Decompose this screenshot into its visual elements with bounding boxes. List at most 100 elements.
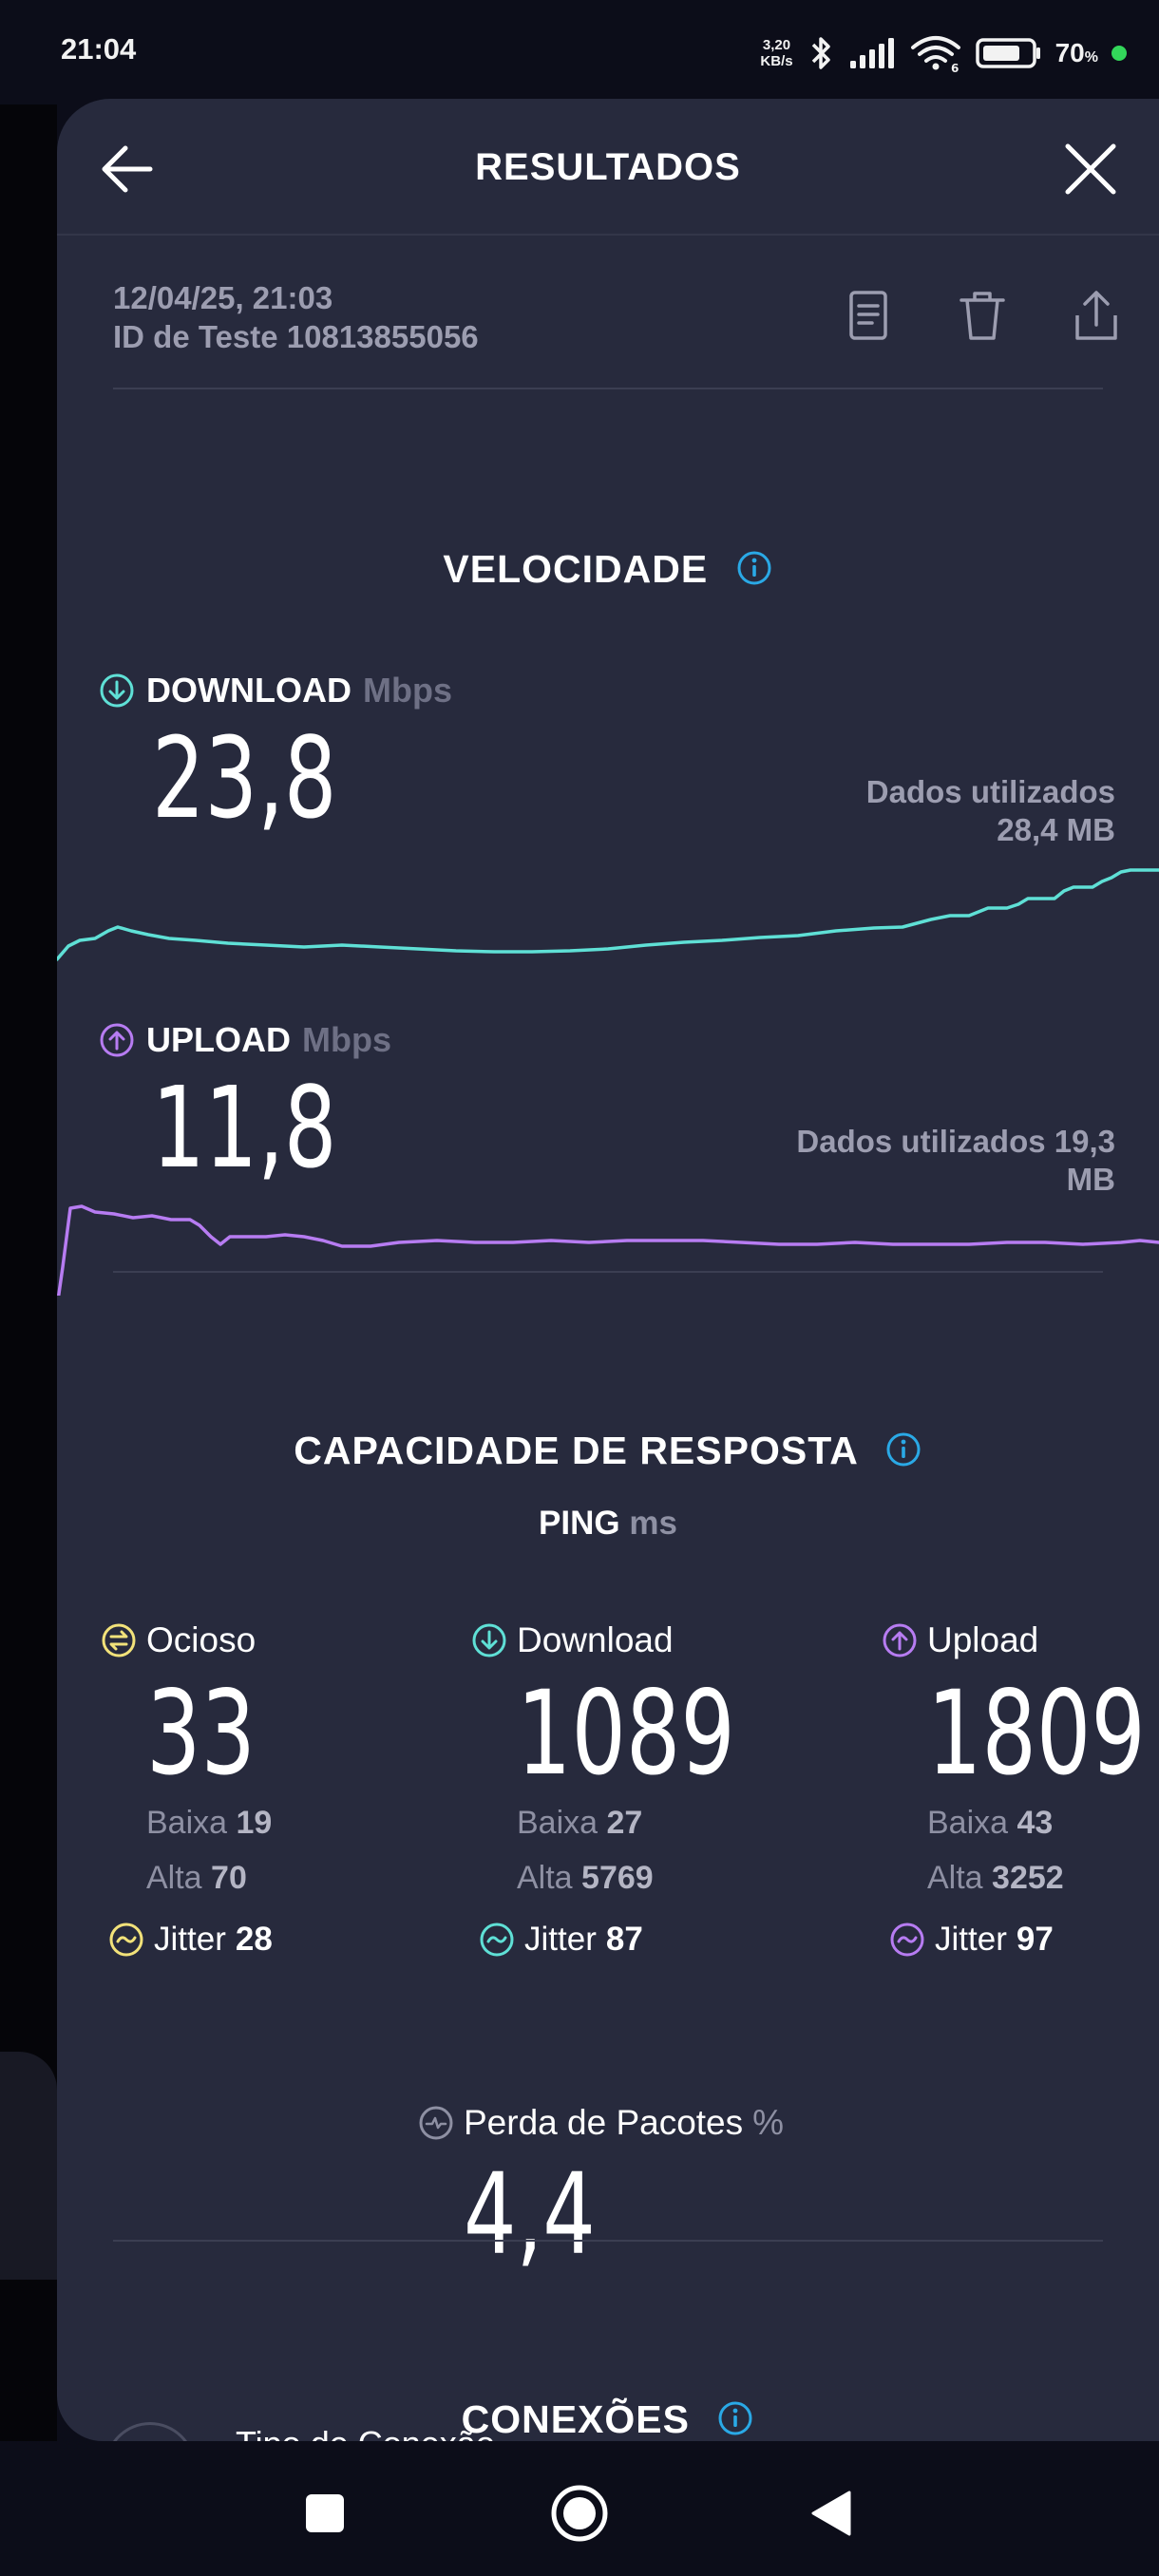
wifi-6-icon: 6 bbox=[910, 36, 960, 74]
info-icon[interactable] bbox=[735, 549, 773, 587]
upload-value: 11,8 bbox=[152, 1062, 337, 1193]
ping-upload-jitter-label: Jitter bbox=[935, 1921, 1007, 1958]
ping-idle-low-value: 19 bbox=[236, 1805, 273, 1841]
details-document-icon[interactable] bbox=[838, 285, 899, 346]
ping-download-high-value: 5769 bbox=[581, 1860, 654, 1896]
upload-unit: Mbps bbox=[302, 1020, 391, 1059]
packet-loss-icon bbox=[419, 2106, 453, 2140]
upload-label: UPLOAD Mbps bbox=[99, 1020, 391, 1060]
download-arrow-icon bbox=[100, 673, 134, 708]
battery-value: 70 bbox=[1054, 38, 1085, 67]
jitter-icon bbox=[109, 1923, 143, 1957]
battery-icon bbox=[975, 38, 1040, 68]
upload-graph-line bbox=[57, 1204, 1159, 1296]
ping-download-high: Alta 5769 bbox=[517, 1860, 654, 1897]
ping-download-low-value: 27 bbox=[606, 1805, 643, 1841]
recents-square-icon[interactable] bbox=[304, 2492, 346, 2534]
ping-idle-high-value: 70 bbox=[211, 1860, 247, 1896]
responsiveness-section-title: CAPACIDADE DE RESPOSTA bbox=[57, 1429, 1159, 1473]
ping-idle-jitter-value: 28 bbox=[235, 1921, 273, 1958]
packet-loss-label-text: Perda de Pacotes bbox=[464, 2103, 744, 2142]
ping-unit: ms bbox=[629, 1505, 677, 1542]
network-speed-unit: KB/s bbox=[760, 53, 793, 69]
jitter-icon bbox=[480, 1923, 514, 1957]
ping-header: PING ms bbox=[57, 1505, 1159, 1543]
trash-icon[interactable] bbox=[952, 285, 1013, 346]
download-label: DOWNLOAD Mbps bbox=[99, 671, 452, 710]
speed-section-title: VELOCIDADE bbox=[57, 547, 1159, 592]
download-data-used-line1: Dados utilizados bbox=[865, 774, 1115, 809]
connections-title-text: CONEXÕES bbox=[461, 2397, 690, 2441]
info-icon[interactable] bbox=[884, 1430, 922, 1468]
download-speed-graph bbox=[57, 868, 1159, 961]
ping-idle-jitter: Jitter 28 bbox=[108, 1921, 273, 1959]
test-id: ID de Teste 10813855056 bbox=[113, 319, 479, 354]
info-icon[interactable] bbox=[716, 2399, 754, 2437]
connections-section-title: CONEXÕES bbox=[57, 2397, 1159, 2441]
home-circle-icon[interactable] bbox=[549, 2483, 610, 2544]
background-card bbox=[0, 2052, 57, 2280]
ping-idle-high-label: Alta bbox=[146, 1860, 202, 1896]
upload-arrow-icon bbox=[883, 1623, 917, 1657]
test-datetime: 12/04/25, 21:03 bbox=[113, 280, 333, 315]
battery-unit: % bbox=[1084, 49, 1098, 66]
download-data-used-line2: 28,4 MB bbox=[997, 812, 1115, 847]
ping-upload-label: Upload bbox=[882, 1620, 1038, 1660]
ping-upload-low: Baixa 43 bbox=[927, 1805, 1053, 1842]
upload-arrow-icon bbox=[100, 1023, 134, 1057]
upload-data-used-line1: Dados utilizados 19,3 bbox=[796, 1124, 1115, 1159]
ping-download-low: Baixa 27 bbox=[517, 1805, 642, 1842]
results-sheet: RESULTADOS 12/04/25, 21:03 ID de Teste 1… bbox=[57, 99, 1159, 2441]
ping-label: PING bbox=[539, 1505, 620, 1542]
packet-loss-value: 4,4 bbox=[464, 2149, 596, 2280]
share-icon[interactable] bbox=[1066, 285, 1127, 346]
ping-download-jitter-label: Jitter bbox=[524, 1921, 597, 1958]
ping-upload-value: 1809 bbox=[927, 1666, 1146, 1801]
upload-data-used: Dados utilizados 19,3 MB bbox=[796, 1123, 1115, 1199]
ping-download-label-text: Download bbox=[517, 1620, 674, 1659]
ping-idle-low-label: Baixa bbox=[146, 1805, 228, 1841]
packet-loss-label: Perda de Pacotes % bbox=[418, 2103, 784, 2143]
bluetooth-icon bbox=[811, 37, 830, 69]
ping-idle-low: Baixa 19 bbox=[146, 1805, 272, 1842]
back-triangle-icon[interactable] bbox=[809, 2489, 853, 2538]
ping-idle-jitter-label: Jitter bbox=[154, 1921, 226, 1958]
download-label-text: DOWNLOAD bbox=[146, 671, 352, 710]
ping-idle-high: Alta 70 bbox=[146, 1860, 247, 1897]
idle-icon bbox=[102, 1623, 136, 1657]
status-bar: 21:04 3,20 KB/s 6 70% bbox=[0, 0, 1159, 104]
ping-download-low-label: Baixa bbox=[517, 1805, 598, 1841]
network-speed: 3,20 KB/s bbox=[760, 37, 792, 69]
divider bbox=[113, 1271, 1103, 1273]
ping-upload-jitter: Jitter 97 bbox=[889, 1921, 1054, 1959]
ping-download-high-label: Alta bbox=[517, 1860, 573, 1896]
packet-loss-unit: % bbox=[752, 2103, 785, 2142]
download-graph-line bbox=[57, 868, 1159, 961]
navigation-bar bbox=[0, 2441, 1159, 2576]
status-time: 21:04 bbox=[61, 32, 137, 66]
upload-label-text: UPLOAD bbox=[146, 1020, 291, 1059]
close-icon[interactable] bbox=[1054, 133, 1127, 205]
ping-download-jitter: Jitter 87 bbox=[479, 1921, 643, 1959]
download-arrow-icon bbox=[472, 1623, 506, 1657]
divider bbox=[113, 2240, 1103, 2242]
ping-upload-high-value: 3252 bbox=[992, 1860, 1064, 1896]
upload-speed-graph bbox=[57, 1204, 1159, 1296]
speed-title-text: VELOCIDADE bbox=[443, 547, 709, 591]
divider bbox=[113, 388, 1103, 389]
privacy-indicator-dot bbox=[1112, 46, 1127, 61]
ping-upload-high-label: Alta bbox=[927, 1860, 983, 1896]
ping-download-value: 1089 bbox=[517, 1666, 735, 1801]
ping-idle-label-text: Ocioso bbox=[146, 1620, 256, 1659]
ping-idle-value: 33 bbox=[146, 1666, 256, 1801]
ping-idle-label: Ocioso bbox=[101, 1620, 256, 1660]
sheet-header: RESULTADOS bbox=[57, 99, 1159, 236]
status-icons: 3,20 KB/s 6 70% bbox=[760, 25, 1127, 82]
ping-upload-low-label: Baixa bbox=[927, 1805, 1009, 1841]
network-speed-value: 3,20 bbox=[762, 37, 791, 53]
svg-text:6: 6 bbox=[951, 62, 959, 74]
back-arrow-icon[interactable] bbox=[91, 131, 167, 207]
ping-download-jitter-value: 87 bbox=[605, 1921, 643, 1958]
ping-upload-jitter-value: 97 bbox=[1016, 1921, 1054, 1958]
download-unit: Mbps bbox=[362, 671, 452, 710]
